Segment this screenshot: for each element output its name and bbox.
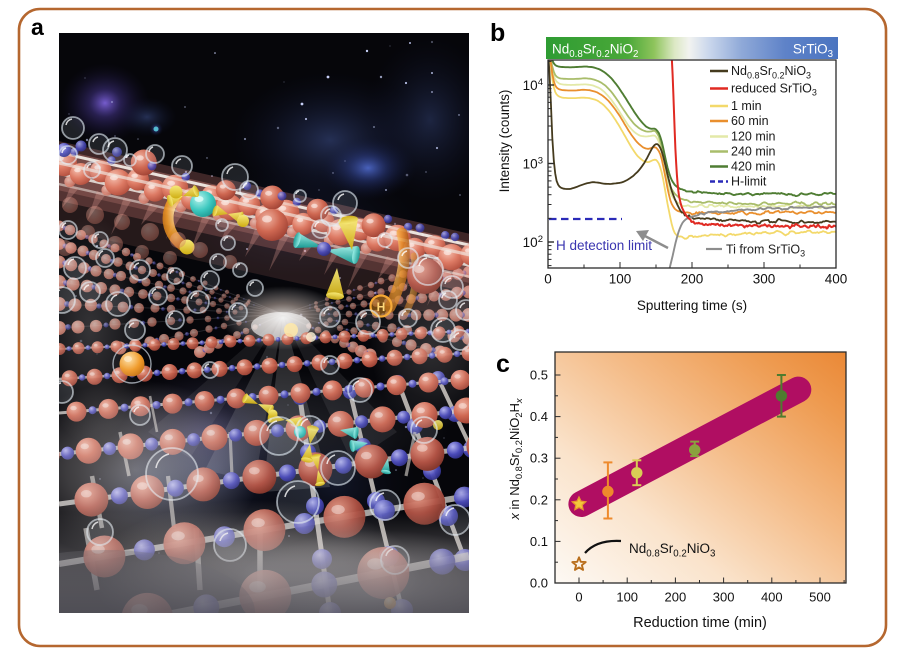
svg-text:0.1: 0.1 [530,534,548,549]
svg-text:H detection limit: H detection limit [556,238,652,253]
svg-text:reduced SrTiO3: reduced SrTiO3 [731,82,817,98]
svg-text:120 min: 120 min [731,130,776,144]
svg-text:0: 0 [544,272,552,287]
svg-text:Nd0.8Sr0.2NiO3: Nd0.8Sr0.2NiO3 [731,64,811,80]
svg-text:SrTiO3: SrTiO3 [793,42,833,60]
svg-text:0.2: 0.2 [530,492,548,507]
svg-text:Nd0.8Sr0.2NiO3: Nd0.8Sr0.2NiO3 [629,541,715,559]
svg-text:Intensity (counts): Intensity (counts) [497,90,512,193]
svg-text:0.4: 0.4 [530,409,548,424]
svg-text:420 min: 420 min [731,160,776,174]
svg-text:b: b [490,19,505,47]
svg-text:240 min: 240 min [731,145,776,159]
svg-text:0.3: 0.3 [530,451,548,466]
svg-text:200: 200 [681,272,704,287]
svg-text:400: 400 [825,272,848,287]
svg-text:100: 100 [616,590,638,605]
svg-text:200: 200 [665,590,687,605]
svg-text:1 min: 1 min [731,99,762,113]
svg-text:0.0: 0.0 [530,576,548,591]
svg-text:60 min: 60 min [731,114,769,128]
svg-text:500: 500 [809,590,831,605]
svg-text:Reduction time (min): Reduction time (min) [633,615,767,631]
svg-text:H-limit: H-limit [731,175,767,189]
svg-text:Nd0.8Sr0.2NiO2: Nd0.8Sr0.2NiO2 [552,42,638,60]
svg-text:Ti from SrTiO3: Ti from SrTiO3 [726,243,805,259]
svg-text:300: 300 [713,590,735,605]
svg-text:a: a [31,14,44,40]
svg-text:400: 400 [761,590,783,605]
svg-text:0.5: 0.5 [530,368,548,383]
svg-text:0: 0 [575,590,582,605]
svg-text:100: 100 [609,272,632,287]
svg-text:c: c [496,350,510,378]
svg-text:300: 300 [753,272,776,287]
svg-text:x in Nd0.8Sr0.2NiO2Hx: x in Nd0.8Sr0.2NiO2Hx [507,398,524,521]
svg-text:Sputtering time (s): Sputtering time (s) [637,298,747,313]
